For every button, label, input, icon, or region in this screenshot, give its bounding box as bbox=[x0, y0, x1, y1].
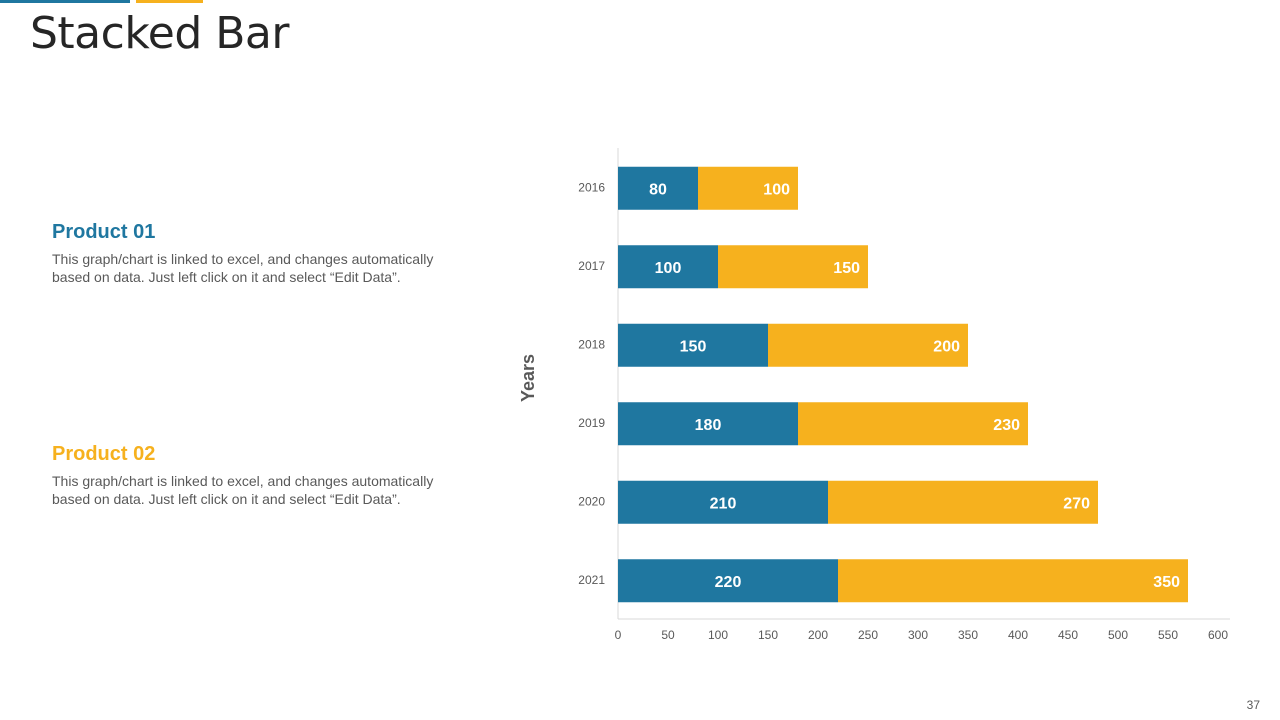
data-label: 210 bbox=[710, 495, 737, 512]
x-tick-label: 350 bbox=[958, 628, 978, 642]
bar-segment bbox=[618, 323, 768, 367]
x-tick-label: 600 bbox=[1208, 628, 1228, 642]
product-01-description: This graph/chart is linked to excel, and… bbox=[52, 251, 434, 285]
y-tick-label: 2017 bbox=[578, 259, 605, 273]
bar-segment bbox=[618, 166, 698, 210]
y-axis-title: Years bbox=[518, 354, 538, 402]
bar-segment bbox=[768, 323, 968, 367]
page-number: 37 bbox=[1246, 698, 1260, 712]
x-tick-label: 500 bbox=[1108, 628, 1128, 642]
x-tick-label: 100 bbox=[708, 628, 728, 642]
x-tick-label: 0 bbox=[615, 628, 622, 642]
slide-title: Stacked Bar bbox=[30, 8, 289, 59]
data-label: 220 bbox=[715, 574, 742, 591]
data-label: 80 bbox=[649, 181, 667, 198]
bar-segment bbox=[798, 402, 1028, 446]
bar-segment bbox=[618, 480, 828, 524]
bar-segment bbox=[618, 245, 718, 289]
product-01-block: Product 01 This graph/chart is linked to… bbox=[52, 221, 472, 286]
x-tick-label: 250 bbox=[858, 628, 878, 642]
data-label: 270 bbox=[1063, 495, 1090, 512]
x-tick-label: 550 bbox=[1158, 628, 1178, 642]
data-label: 230 bbox=[993, 417, 1020, 434]
product-02-block: Product 02 This graph/chart is linked to… bbox=[52, 443, 472, 508]
data-label: 180 bbox=[695, 417, 722, 434]
product-02-heading: Product 02 bbox=[52, 443, 156, 465]
y-tick-label: 2019 bbox=[578, 416, 605, 430]
y-tick-label: 2018 bbox=[578, 337, 605, 351]
data-label: 100 bbox=[763, 181, 790, 198]
data-label: 150 bbox=[833, 260, 860, 277]
y-tick-label: 2020 bbox=[578, 494, 605, 508]
x-tick-label: 400 bbox=[1008, 628, 1028, 642]
data-label: 200 bbox=[933, 338, 960, 355]
accent-bar-yellow bbox=[136, 0, 203, 3]
y-tick-label: 2021 bbox=[578, 573, 605, 587]
bar-segment bbox=[618, 559, 838, 603]
x-tick-label: 150 bbox=[758, 628, 778, 642]
bar-segment bbox=[618, 402, 798, 446]
bar-segment bbox=[828, 480, 1098, 524]
x-tick-label: 200 bbox=[808, 628, 828, 642]
data-label: 350 bbox=[1153, 574, 1180, 591]
y-tick-label: 2016 bbox=[578, 180, 605, 194]
accent-bar-blue bbox=[0, 0, 130, 3]
data-label: 150 bbox=[680, 338, 707, 355]
bar-segment bbox=[698, 166, 798, 210]
product-01-heading: Product 01 bbox=[52, 221, 156, 243]
bar-segment bbox=[838, 559, 1188, 603]
x-tick-label: 50 bbox=[661, 628, 675, 642]
data-label: 100 bbox=[655, 260, 682, 277]
x-tick-label: 450 bbox=[1058, 628, 1078, 642]
product-02-description: This graph/chart is linked to excel, and… bbox=[52, 473, 434, 507]
bar-segment bbox=[718, 245, 868, 289]
x-tick-label: 300 bbox=[908, 628, 928, 642]
